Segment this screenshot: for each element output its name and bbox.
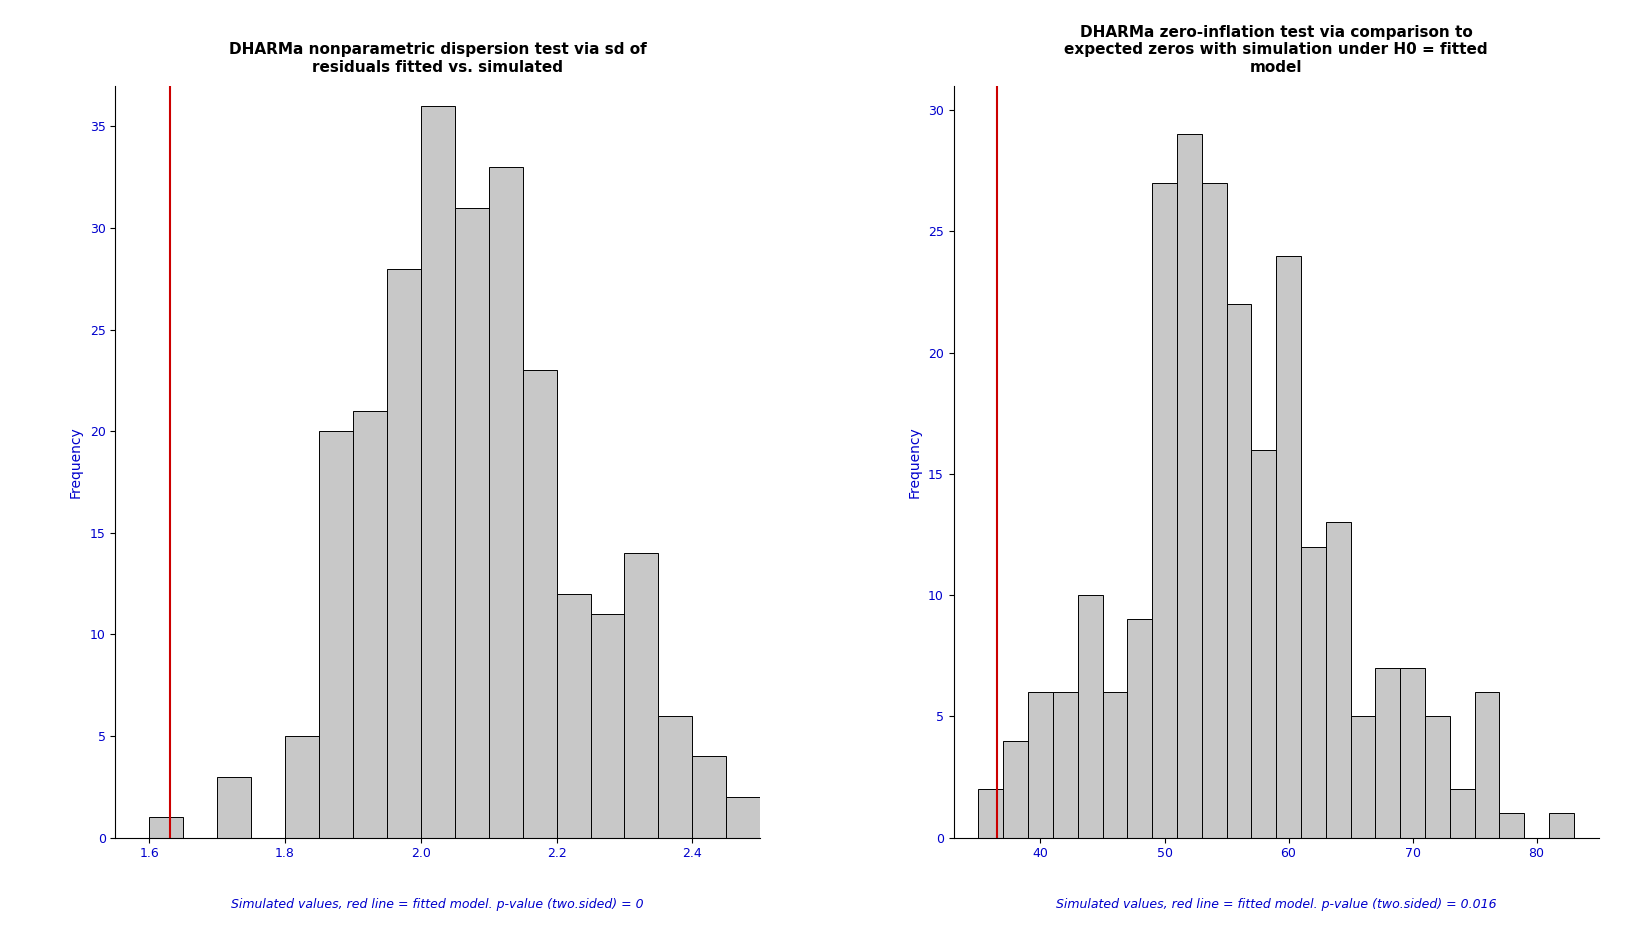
- Bar: [218, 777, 250, 838]
- Bar: [1226, 304, 1251, 838]
- Title: DHARMa nonparametric dispersion test via sd of
residuals fitted vs. simulated: DHARMa nonparametric dispersion test via…: [229, 43, 646, 75]
- Bar: [727, 797, 760, 838]
- Bar: [590, 614, 625, 838]
- Bar: [1078, 595, 1103, 838]
- Bar: [625, 553, 659, 838]
- Bar: [522, 370, 557, 838]
- Bar: [1152, 183, 1177, 838]
- Bar: [979, 789, 1004, 838]
- Bar: [1004, 741, 1028, 838]
- Bar: [1028, 692, 1053, 838]
- Bar: [692, 757, 727, 838]
- Text: Simulated values, red line = fitted model. p-value (two.sided) = 0: Simulated values, red line = fitted mode…: [231, 898, 644, 911]
- Bar: [489, 167, 522, 838]
- Bar: [1177, 134, 1201, 838]
- Bar: [1350, 717, 1376, 838]
- Bar: [1401, 668, 1426, 838]
- Bar: [1500, 814, 1524, 838]
- Bar: [1376, 668, 1401, 838]
- Y-axis label: Frequency: Frequency: [69, 426, 82, 498]
- Bar: [1325, 523, 1350, 838]
- Bar: [1549, 814, 1574, 838]
- Bar: [1201, 183, 1226, 838]
- Bar: [1276, 255, 1300, 838]
- Bar: [1251, 449, 1276, 838]
- Bar: [420, 106, 455, 838]
- Bar: [387, 268, 420, 838]
- Y-axis label: Frequency: Frequency: [906, 426, 921, 498]
- Bar: [455, 208, 489, 838]
- Bar: [1426, 717, 1450, 838]
- Bar: [557, 594, 590, 838]
- Bar: [659, 716, 692, 838]
- Bar: [1053, 692, 1078, 838]
- Bar: [285, 736, 320, 838]
- Bar: [320, 431, 353, 838]
- Bar: [1103, 692, 1127, 838]
- Bar: [1475, 692, 1500, 838]
- Bar: [150, 818, 183, 838]
- Text: Simulated values, red line = fitted model. p-value (two.sided) = 0.016: Simulated values, red line = fitted mode…: [1056, 898, 1496, 911]
- Bar: [1450, 789, 1475, 838]
- Bar: [1127, 620, 1152, 838]
- Bar: [353, 411, 387, 838]
- Title: DHARMa zero-inflation test via comparison to
expected zeros with simulation unde: DHARMa zero-inflation test via compariso…: [1065, 25, 1488, 75]
- Bar: [1300, 546, 1325, 838]
